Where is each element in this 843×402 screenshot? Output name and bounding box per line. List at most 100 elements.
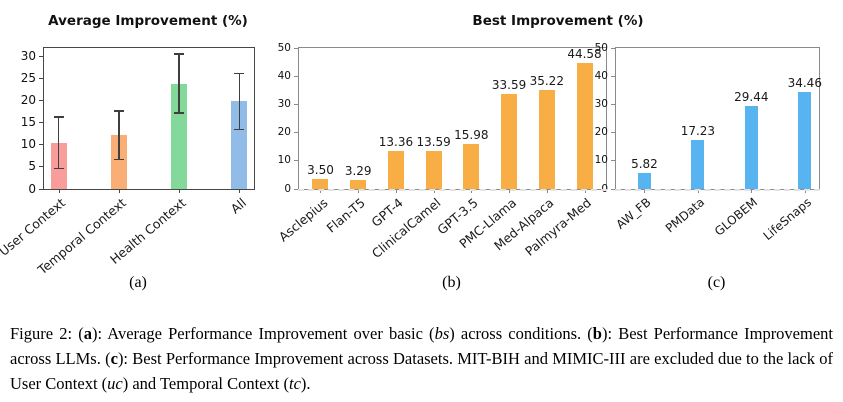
error-bar-cap: [234, 128, 245, 131]
bar-GPT-4: [387, 151, 404, 189]
y-tick-mark: [39, 78, 43, 80]
x-tick-label-Flan-T5: Flan-T5: [323, 195, 368, 236]
x-tick-label-LifeSnaps: LifeSnaps: [760, 195, 814, 244]
y-tick-label: 0: [601, 182, 608, 195]
y-tick-label: 0: [28, 181, 36, 196]
x-tick-mark: [58, 190, 60, 193]
x-tick-mark: [509, 190, 511, 193]
caption-segment: c: [110, 349, 118, 368]
value-label: 13.59: [416, 134, 451, 149]
y-tick-label: 50: [594, 41, 608, 54]
y-tick-label: 50: [277, 41, 291, 54]
y-tick-mark: [294, 188, 298, 190]
chart-a-title: Average Improvement (%): [48, 13, 248, 29]
value-label: 35.22: [529, 73, 564, 88]
error-bar-line: [57, 117, 60, 169]
chart-bc-title: Best Improvement (%): [472, 13, 644, 29]
caption-segment: bs: [434, 324, 450, 343]
y-tick-mark: [39, 188, 43, 190]
x-tick-label-AW_FB: AW_FB: [613, 195, 654, 232]
x-tick-mark: [179, 190, 181, 193]
value-label: 3.29: [344, 163, 372, 178]
zero-dashed-line: [615, 189, 820, 191]
caption-segment: uc: [107, 374, 123, 393]
chart-panel-c: 0 10 20 30 40 50 AW_FB 5.82 PMData 17.23 GLOBEM 29.…: [595, 42, 822, 244]
x-tick-mark: [320, 190, 322, 193]
value-label: 34.46: [787, 75, 822, 90]
y-tick-label: 25: [20, 71, 36, 86]
error-bar-cap: [234, 72, 245, 75]
error-bar-line: [178, 54, 180, 114]
caption-segment: tc: [288, 374, 301, 393]
error-bar-cap: [174, 112, 185, 114]
x-tick-mark: [395, 190, 397, 193]
x-tick-label-Asclepius: Asclepius: [275, 195, 331, 245]
bar-Temporal Context: [110, 135, 127, 189]
x-tick-mark: [804, 190, 806, 193]
chart-panel-a: 0 5 10 15 20 25 30 User Context Temporal Context…: [0, 47, 255, 277]
error-bar-line: [118, 111, 120, 160]
value-label: 44.58: [567, 47, 602, 62]
y-tick-label: 20: [594, 126, 608, 139]
y-tick-label: 40: [277, 69, 291, 82]
y-tick-mark: [611, 160, 615, 162]
y-tick-mark: [294, 47, 298, 49]
caption-segment: ): Best Performance Improvement across L…: [10, 324, 833, 368]
bar-All: [231, 101, 248, 189]
y-tick-mark: [39, 56, 43, 58]
bar-GPT-3.5: [463, 143, 480, 189]
y-tick-label: 20: [277, 126, 291, 139]
value-label: 33.59: [491, 78, 527, 93]
error-bar-cap: [53, 167, 64, 170]
zero-dashed-line: [298, 189, 607, 191]
bar-Health Context: [171, 84, 188, 189]
error-bar-line: [238, 73, 241, 130]
y-tick-mark: [611, 47, 615, 49]
bar-ClinicalCamel: [425, 150, 442, 189]
caption-segment: ): Average Performance Improvement over …: [91, 324, 435, 343]
y-tick-label: 40: [594, 69, 608, 82]
caption-segment: Figure 2: (: [10, 324, 84, 343]
y-tick-label: 0: [284, 182, 291, 195]
panel-label-a: (a): [129, 274, 147, 291]
x-tick-mark: [644, 190, 646, 193]
y-tick-label: 15: [20, 115, 36, 130]
caption-segment: ).: [300, 374, 311, 393]
panel-label-c: (c): [707, 274, 726, 291]
x-tick-label-PMData: PMData: [662, 195, 707, 236]
x-tick-label-All: All: [227, 195, 249, 217]
x-tick-mark: [751, 190, 753, 193]
figure-caption: Figure 2: (a): Average Performance Impro…: [10, 321, 833, 396]
y-tick-mark: [39, 122, 43, 124]
y-tick-mark: [39, 144, 43, 146]
value-label: 29.44: [734, 89, 769, 104]
error-bar-cap: [113, 110, 124, 112]
y-tick-label: 30: [594, 97, 608, 110]
y-tick-label: 30: [277, 97, 291, 110]
x-tick-mark: [584, 190, 586, 193]
value-label: 13.36: [378, 135, 414, 150]
y-tick-mark: [39, 166, 43, 168]
value-label: 3.50: [307, 163, 334, 178]
bar-Med-Alpaca: [538, 89, 555, 189]
y-tick-label: 10: [20, 137, 36, 152]
y-tick-mark: [611, 188, 615, 190]
caption-segment: ): Best Performance Improvement across D…: [10, 349, 833, 393]
x-tick-mark: [239, 190, 241, 193]
y-tick-mark: [294, 75, 298, 77]
y-tick-label: 10: [594, 154, 608, 167]
x-tick-mark: [433, 190, 435, 193]
y-tick-mark: [611, 132, 615, 134]
error-bar-cap: [113, 158, 124, 161]
y-tick-label: 20: [20, 93, 36, 108]
x-tick-mark: [358, 190, 360, 193]
caption-segment: ) across conditions. (: [449, 324, 593, 343]
x-tick-label-GLOBEM: GLOBEM: [712, 195, 761, 239]
y-tick-mark: [294, 132, 298, 134]
panel-label-b: (b): [442, 274, 461, 291]
caption-segment: b: [592, 324, 602, 343]
x-tick-label-Palmyra-Med: Palmyra-Med: [522, 195, 595, 259]
caption-segment: a: [83, 324, 92, 343]
y-tick-mark: [294, 103, 298, 105]
